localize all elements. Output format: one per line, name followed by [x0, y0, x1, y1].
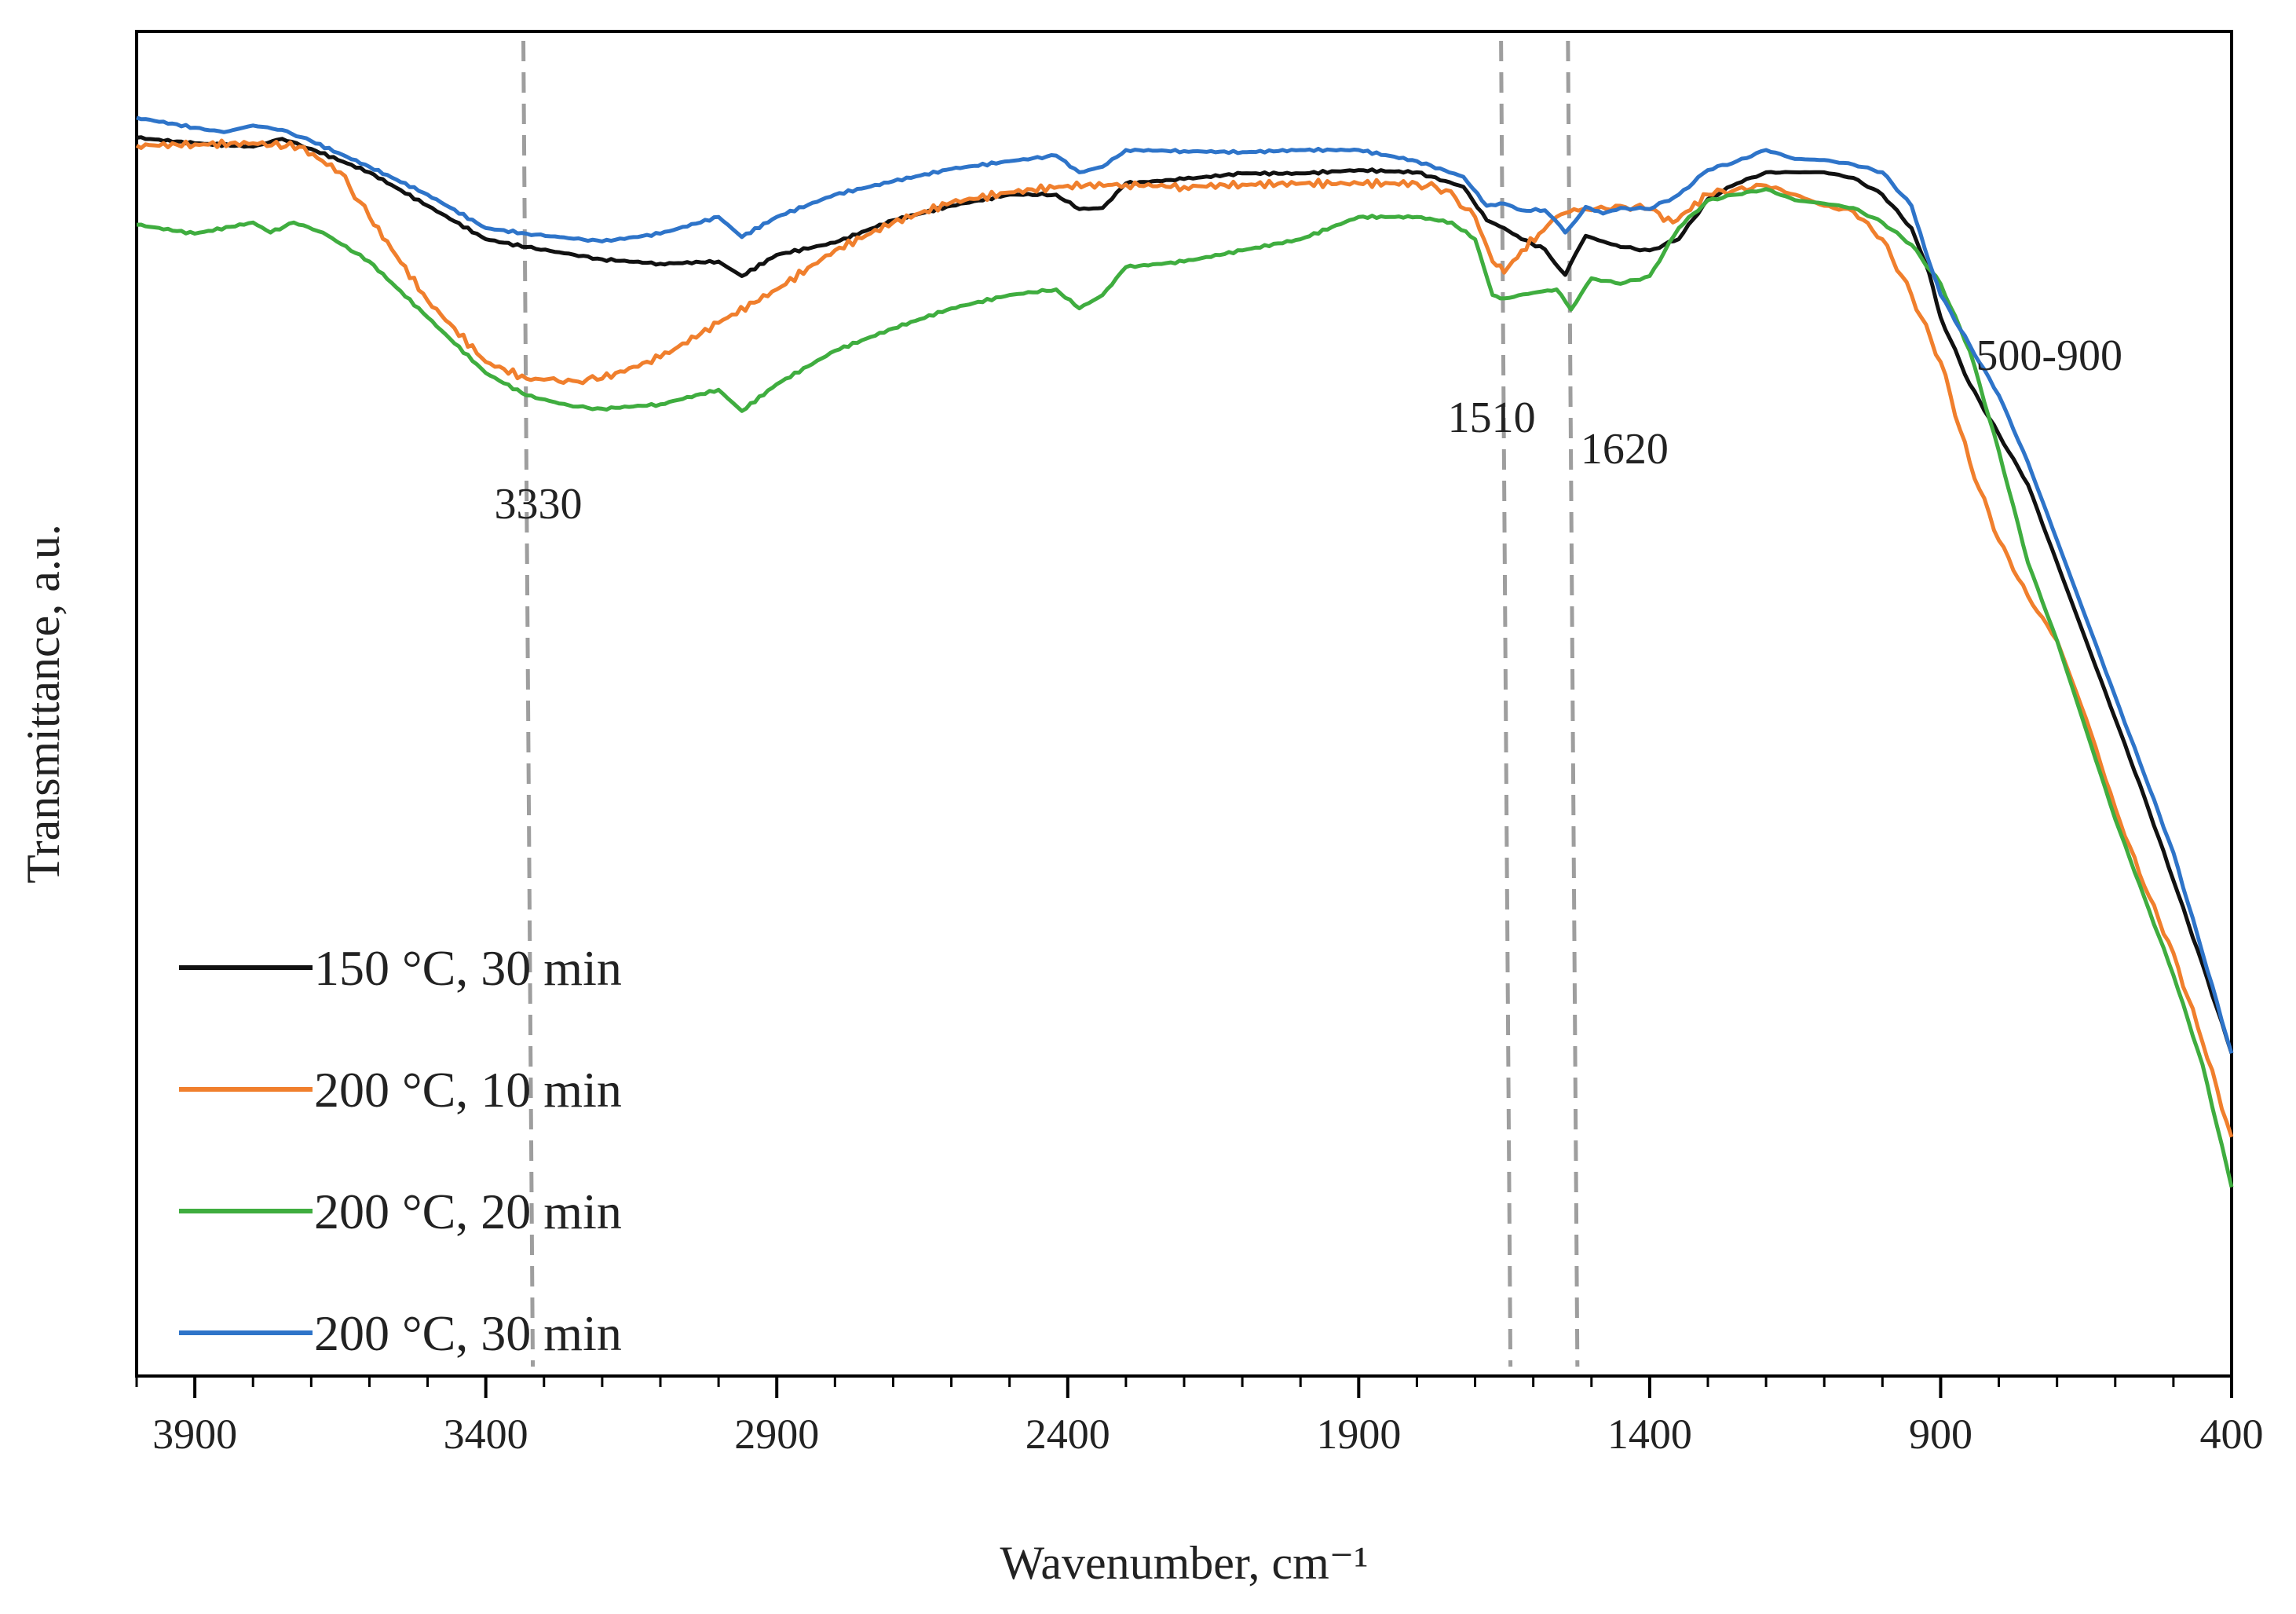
x-tick-label-2900: 2900: [734, 1411, 819, 1458]
plot-area: [135, 30, 2233, 1378]
reference-label-3330: 3330: [495, 480, 583, 529]
x-tick-label-3400: 3400: [444, 1411, 528, 1458]
legend-label-200-c-20-min: 200 °C, 20 min: [314, 1184, 622, 1239]
series-line-200-c-30-min: [136, 115, 2234, 1054]
x-tick-label-900: 900: [1909, 1411, 1972, 1458]
x-axis-tick-labels: 3900 3400 2900 2400 1900 1400 900 400: [152, 1411, 2263, 1458]
series-line-200-c-10-min: [135, 138, 2234, 1138]
reference-label-1620: 1620: [1581, 425, 1669, 474]
reference-line-labels: 3330 1510 1620: [495, 393, 1669, 529]
x-tick-label-2400: 2400: [1026, 1411, 1110, 1458]
legend-label-200-c-30-min: 200 °C, 30 min: [314, 1305, 622, 1361]
annotation-500-900: 500-900: [1976, 331, 2122, 380]
reference-lines: [521, 40, 1580, 1367]
x-axis-title: Wavenumber, cm⁻¹: [1000, 1537, 1369, 1589]
reference-line-1510: [1499, 40, 1513, 1367]
y-axis-title: Transmittance, a.u.: [17, 524, 69, 884]
x-tick-label-400: 400: [2200, 1411, 2264, 1458]
x-tick-label-3900: 3900: [152, 1411, 237, 1458]
annotations: 500-900: [1976, 331, 2122, 380]
reference-line-3330: [521, 40, 536, 1367]
legend-label-200-c-10-min: 200 °C, 10 min: [314, 1062, 622, 1118]
series-line-200-c-20-min: [136, 187, 2234, 1188]
reference-line-1620: [1566, 40, 1580, 1367]
legend-label-150-c-30-min: 150 °C, 30 min: [314, 940, 622, 996]
x-axis-ticks: [135, 1376, 2233, 1398]
series-layer: [135, 115, 2234, 1188]
x-tick-label-1400: 1400: [1607, 1411, 1692, 1458]
x-tick-label-1900: 1900: [1316, 1411, 1401, 1458]
reference-label-1510: 1510: [1448, 393, 1536, 442]
legend: 150 °C, 30 min 200 °C, 10 min 200 °C, 20 m…: [179, 940, 622, 1361]
series-line-150-c-30-min: [136, 135, 2234, 1054]
